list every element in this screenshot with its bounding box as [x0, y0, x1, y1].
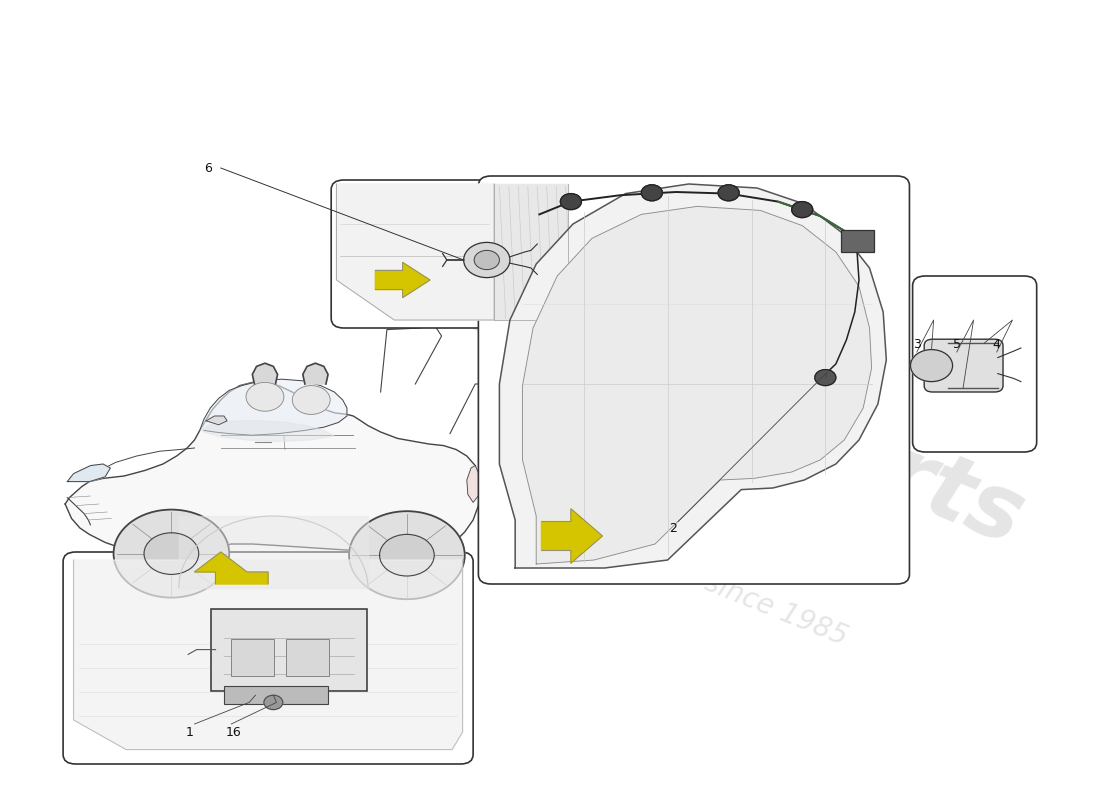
Circle shape — [474, 250, 499, 270]
Text: 2: 2 — [669, 522, 676, 534]
Circle shape — [641, 185, 662, 201]
Text: 6: 6 — [205, 162, 212, 174]
FancyBboxPatch shape — [913, 276, 1036, 452]
Polygon shape — [202, 421, 334, 442]
Text: 1: 1 — [185, 726, 194, 738]
Polygon shape — [252, 363, 277, 384]
Polygon shape — [494, 184, 568, 320]
Circle shape — [293, 386, 330, 414]
Circle shape — [464, 242, 510, 278]
Text: 5: 5 — [953, 338, 960, 350]
Text: 4: 4 — [993, 338, 1001, 350]
Polygon shape — [302, 363, 328, 384]
Polygon shape — [466, 466, 482, 502]
Polygon shape — [499, 184, 887, 568]
FancyBboxPatch shape — [224, 686, 328, 704]
Text: a passion for parts since 1985: a passion for parts since 1985 — [452, 469, 851, 651]
Circle shape — [113, 510, 229, 598]
FancyBboxPatch shape — [286, 639, 329, 676]
Polygon shape — [65, 382, 480, 554]
Circle shape — [349, 511, 464, 599]
FancyBboxPatch shape — [231, 639, 274, 676]
Polygon shape — [541, 509, 603, 563]
FancyBboxPatch shape — [211, 609, 367, 691]
Circle shape — [246, 382, 284, 411]
Circle shape — [144, 533, 199, 574]
Polygon shape — [337, 184, 494, 320]
FancyBboxPatch shape — [842, 230, 873, 252]
Circle shape — [560, 194, 582, 210]
FancyBboxPatch shape — [924, 339, 1003, 392]
Circle shape — [379, 534, 434, 576]
Polygon shape — [375, 262, 430, 298]
Text: 16: 16 — [226, 726, 241, 738]
Text: 3: 3 — [913, 338, 921, 350]
FancyBboxPatch shape — [331, 180, 573, 328]
Circle shape — [911, 350, 953, 382]
Circle shape — [718, 185, 739, 201]
Circle shape — [264, 695, 283, 710]
Circle shape — [815, 370, 836, 386]
Polygon shape — [200, 379, 346, 435]
Text: eurocarparts: eurocarparts — [394, 236, 1036, 564]
Polygon shape — [74, 560, 463, 750]
Circle shape — [792, 202, 813, 218]
Polygon shape — [206, 416, 227, 425]
Polygon shape — [195, 552, 268, 584]
FancyBboxPatch shape — [63, 552, 473, 764]
FancyBboxPatch shape — [478, 176, 910, 584]
Polygon shape — [67, 464, 110, 482]
Polygon shape — [522, 206, 871, 564]
